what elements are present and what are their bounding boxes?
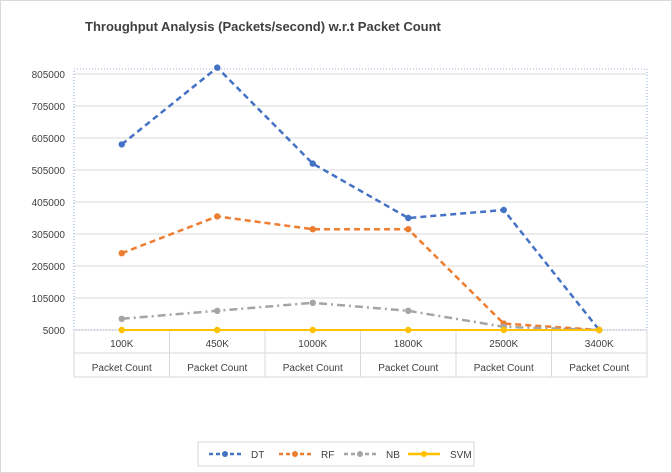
data-point [309,299,316,306]
x-tick-label: 2500K [489,339,518,350]
data-point [596,326,603,334]
data-point [405,226,412,233]
x-sublabel: Packet Count [92,363,152,374]
legend-label: DT [251,450,264,461]
x-tick-label: 1800K [394,339,423,350]
series-nb [118,299,603,334]
category-axis-table: 100K Packet Count 450K Packet Count 1000K Pac… [73,330,648,378]
y-tick-label: 505000 [32,166,66,177]
legend-label: NB [386,450,400,461]
series-line [121,215,600,332]
x-tick-label: 100K [110,339,134,350]
y-tick-label: 305000 [32,230,66,241]
data-point [309,160,316,167]
x-sublabel: Packet Count [378,363,438,374]
y-axis-ticks: 805000 705000 605000 505000 405000 305000 2050… [32,70,66,337]
data-point [118,315,125,322]
data-point [405,307,412,314]
series-svm [118,326,603,334]
data-point [118,250,125,257]
data-point [214,213,221,220]
gridlines [73,68,648,331]
data-point [500,326,507,334]
series-lines [118,64,603,334]
legend-label: RF [321,450,334,461]
data-point [309,326,316,334]
legend-marker [357,451,363,457]
x-sublabel: Packet Count [283,363,343,374]
data-point [405,326,412,334]
legend-marker [292,451,298,457]
x-tick-label: 450K [206,339,230,350]
y-tick-label: 205000 [32,262,66,273]
y-tick-label: 805000 [32,70,66,81]
x-sublabel: Packet Count [569,363,629,374]
x-tick-label: 1000K [298,339,327,350]
data-point [118,141,125,148]
series-line [121,301,600,332]
legend-marker [222,451,228,457]
data-point [214,307,221,314]
legend-label: SVM [450,450,472,461]
series-dt [118,64,603,334]
y-tick-label: 405000 [32,198,66,209]
y-tick-label: 5000 [43,326,66,337]
series-rf [118,213,603,334]
legend: DT RF NB SVM [197,441,475,467]
chart-title: Throughput Analysis (Packets/second) w.r… [85,19,442,34]
y-tick-label: 705000 [32,102,66,113]
plot-area-border [73,68,648,331]
data-point [214,326,221,334]
data-point [309,226,316,233]
data-point [500,206,507,214]
x-tick-label: 3400K [585,339,614,350]
data-point [214,64,221,71]
x-sublabel: Packet Count [187,363,247,374]
series-line [120,65,601,331]
data-point [118,326,125,334]
data-point [405,214,412,222]
y-tick-label: 605000 [32,134,66,145]
legend-marker [421,451,427,457]
x-sublabel: Packet Count [474,363,534,374]
y-tick-label: 105000 [32,294,66,305]
